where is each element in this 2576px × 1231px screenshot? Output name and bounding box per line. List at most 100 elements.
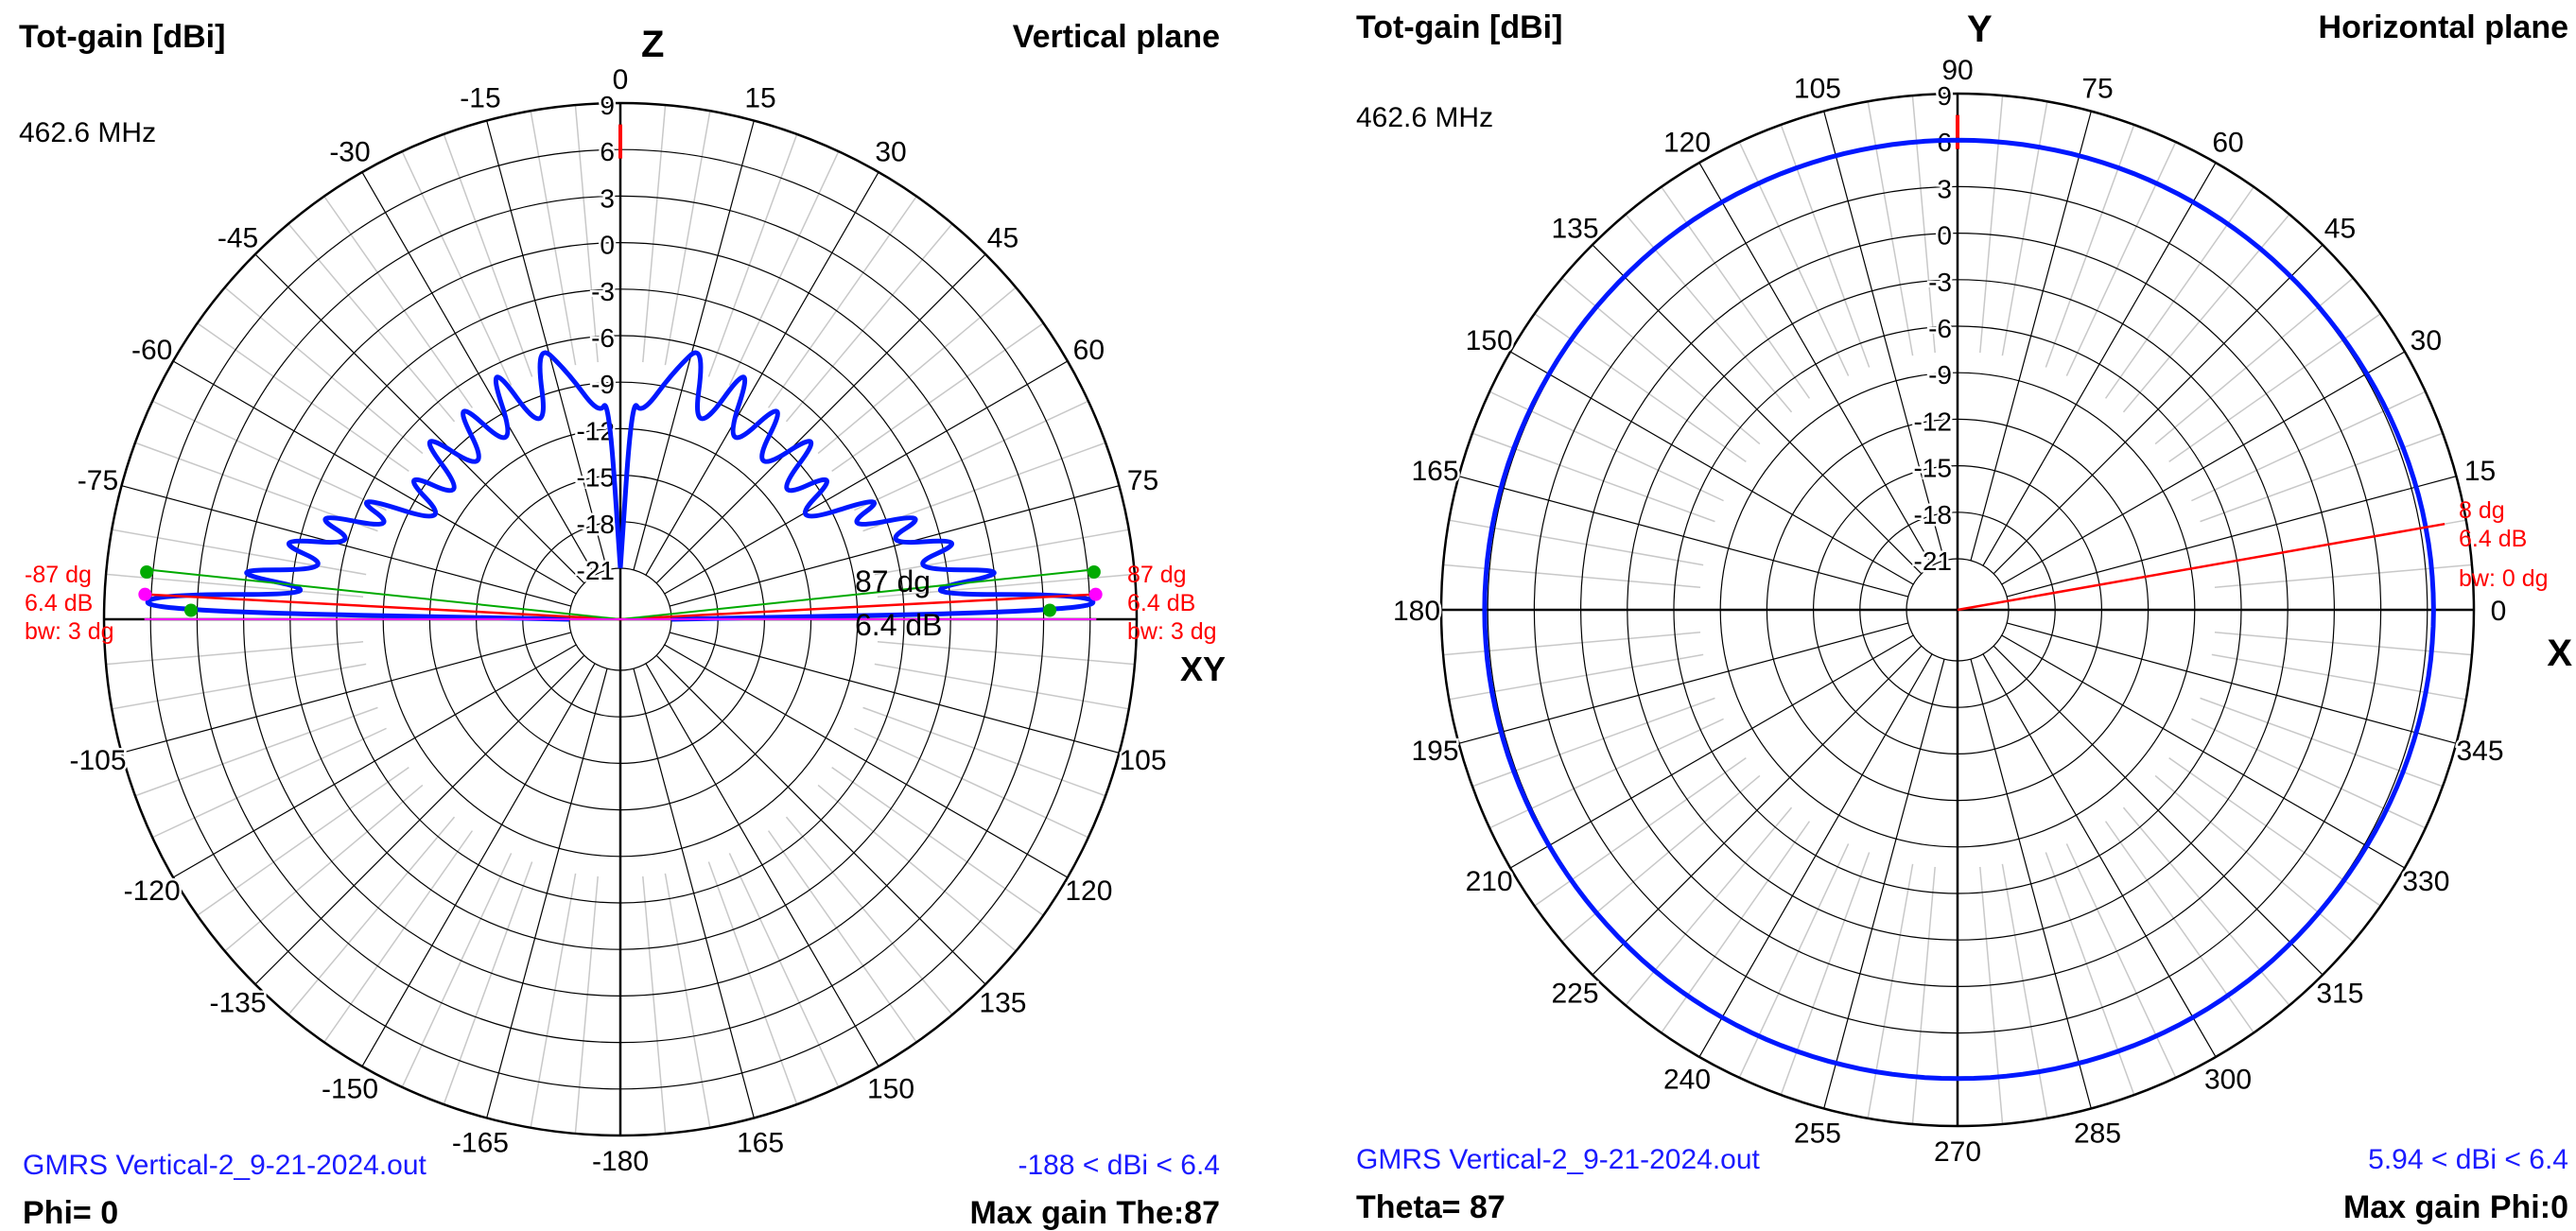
db-tick-label: -21 [577,556,615,585]
minor-grid-line [2214,632,2472,656]
right-marker-bw: bw: 3 dg [1127,618,1217,645]
minor-grid-line [2214,563,2472,588]
beamwidth-point [1043,603,1057,617]
minor-grid-line [224,286,424,455]
minor-grid-line [707,861,798,1105]
grid-spoke [1698,162,1933,566]
grid-spoke [645,171,879,576]
minor-grid-line [1443,563,1701,588]
db-tick-label: -15 [577,463,615,493]
db-tick-label: -6 [1928,314,1952,343]
minor-grid-line [106,641,364,666]
angle-tick-label: 165 [737,1128,784,1159]
grid-spoke [2001,634,2406,869]
plane-label: Vertical plane [1013,19,1220,55]
gain-pattern-trace [618,350,1096,622]
minor-grid-line [2168,756,2381,907]
minor-grid-line [2122,806,2290,1006]
horizontal-plane-chart: 9075604530150345330315300285270255240225… [1356,9,2572,1225]
grid-spoke [1698,653,1933,1058]
right-marker-gain: 6.4 dB [2459,526,2527,552]
gain-pattern-trace [1482,137,2436,1082]
beamwidth-line [619,568,1094,620]
minor-grid-line [767,830,917,1043]
minor-grid-line [401,150,513,386]
minor-grid-line [728,853,840,1088]
db-tick-label: 3 [600,183,615,213]
angle-tick-label: -60 [131,335,172,366]
angle-tick-label: 45 [2324,214,2356,245]
minor-grid-line [2104,186,2254,399]
db-tick-label: -18 [1914,500,1952,529]
minor-grid-line [1534,756,1747,907]
angle-tick-label: 0 [613,64,629,95]
minor-grid-line [2045,852,2135,1096]
filename-label: GMRS Vertical-2_9-21-2024.out [1356,1144,1761,1175]
angle-tick-label: 255 [1794,1118,1841,1150]
minor-grid-line [530,873,577,1128]
db-tick-label: -9 [1928,360,1952,390]
beamwidth-line [147,568,621,620]
angle-tick-label: 60 [2212,128,2243,159]
filename-label: GMRS Vertical-2_9-21-2024.out [23,1150,427,1181]
beamwidth-point [140,565,154,580]
grid-spoke [1993,645,2324,976]
minor-grid-line [1471,432,1715,523]
right-marker-bw: bw: 0 dg [2459,565,2549,592]
angle-tick-label: 45 [987,223,1018,254]
db-tick-label: 6 [600,137,615,166]
minor-grid-line [197,322,409,473]
xy-axis-label: XY [1180,650,1226,688]
minor-grid-line [401,853,513,1088]
angle-tick-label: -150 [322,1073,378,1104]
minor-grid-line [2191,718,2427,829]
grid-spoke [1823,659,1945,1109]
angle-tick-label: 0 [2491,596,2507,627]
angle-tick-label: 315 [2316,978,2363,1009]
minor-grid-line [1534,313,1747,463]
minor-grid-line [862,706,1106,797]
grid-spoke [121,485,571,607]
beamwidth-point [1087,565,1101,580]
max-gain-direction-line [145,593,621,621]
left-marker-gain: 6.4 dB [25,590,93,616]
minor-grid-line [1488,718,1724,829]
angle-tick-label: 150 [867,1073,914,1104]
minor-grid-line [877,641,1135,666]
db-tick-label: 3 [1937,174,1952,203]
minor-grid-line [112,529,367,576]
left-marker-angle: -87 dg [25,562,92,588]
center-marker-gain: 6.4 dB [855,608,943,642]
grid-spoke [1592,645,1923,976]
minor-grid-line [767,196,917,408]
grid-spoke [1458,476,1908,598]
minor-grid-line [874,529,1129,576]
db-tick-label: 9 [1937,81,1952,111]
angle-tick-label: -30 [329,137,370,168]
db-tick-label: -21 [1914,546,1952,576]
grid-spoke [361,171,596,576]
grid-spoke [2007,476,2457,598]
minor-grid-line [1738,141,1850,376]
angle-tick-label: 75 [1127,465,1158,496]
minor-grid-line [785,223,953,423]
minor-grid-line [287,816,456,1015]
minor-grid-line [1661,821,1811,1033]
minor-grid-line [854,400,1089,511]
angle-tick-label: 150 [1466,325,1513,356]
minor-grid-line [817,286,1017,455]
minor-grid-line [642,105,667,363]
angle-tick-label: 105 [1119,745,1166,776]
grid-spoke [1509,634,1914,869]
grid-spoke [1982,653,2217,1058]
angle-tick-label: 135 [1552,214,1599,245]
minor-grid-line [1780,124,1871,368]
minor-grid-line [1488,390,1724,502]
minor-grid-line [664,873,711,1128]
db-tick-label: -18 [577,510,615,539]
db-tick-label: -12 [1914,407,1952,436]
grid-spoke [486,668,608,1118]
minor-grid-line [854,727,1089,839]
grid-spoke [1982,162,2217,566]
angle-tick-label: -15 [460,82,500,113]
